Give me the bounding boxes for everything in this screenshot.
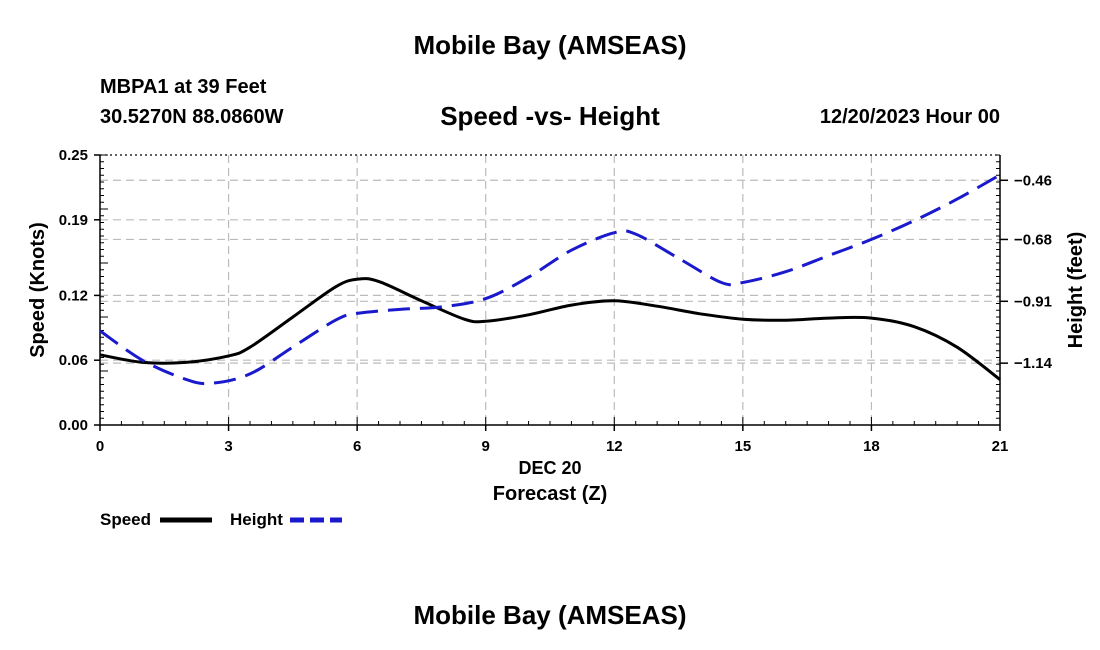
legend: Speed Height [100, 510, 342, 529]
x-date-label: DEC 20 [518, 458, 581, 478]
x-tick-label: 0 [96, 438, 104, 455]
forecast-datetime: 12/20/2023 Hour 00 [819, 106, 1000, 128]
y2-axis-title: Height (feet) [1065, 232, 1087, 349]
x-tick-label: 3 [224, 438, 232, 455]
station-label: MBPA1 at 39 Feet [100, 76, 267, 98]
y-axis-title: Speed (Knots) [27, 222, 49, 358]
station-coordinates: 30.5270N 88.0860W [100, 106, 284, 128]
axis-ticks: 0 3 6 9 12 15 18 21 0.00 0.06 0.12 0.19 0.25 −1.14 −0.… [59, 147, 1053, 455]
y2-tick-label: −0.68 [1014, 231, 1052, 248]
x-tick-label: 9 [482, 438, 490, 455]
y2-tick-label: −0.91 [1014, 293, 1052, 310]
y-tick-label: 0.06 [59, 352, 88, 369]
legend-speed-label: Speed [100, 510, 151, 529]
x-tick-label: 12 [606, 438, 623, 455]
grid [100, 155, 1000, 425]
y-tick-label: 0.19 [59, 212, 88, 229]
x-tick-label: 18 [863, 438, 880, 455]
second-chart-title: Mobile Bay (AMSEAS) [413, 600, 687, 630]
page-title: Mobile Bay (AMSEAS) [413, 30, 687, 60]
series-lines [99, 173, 1001, 386]
height-line [99, 173, 1001, 386]
x-tick-label: 21 [992, 438, 1009, 455]
x-tick-label: 15 [735, 438, 752, 455]
y2-tick-label: −1.14 [1014, 355, 1053, 372]
y2-tick-label: −0.46 [1014, 172, 1052, 189]
y-tick-label: 0.25 [59, 147, 88, 164]
x-tick-label: 6 [353, 438, 361, 455]
y-tick-label: 0.00 [59, 417, 88, 434]
y-tick-label: 0.12 [59, 287, 88, 304]
chart-title: Speed -vs- Height [440, 101, 660, 131]
plot-frame [99, 154, 1001, 426]
axis-labels: DEC 20 Forecast (Z) Speed (Knots) Height… [27, 222, 1087, 505]
x-axis-title: Forecast (Z) [493, 483, 607, 505]
speed-line [99, 277, 1001, 381]
legend-height-label: Height [230, 510, 283, 529]
